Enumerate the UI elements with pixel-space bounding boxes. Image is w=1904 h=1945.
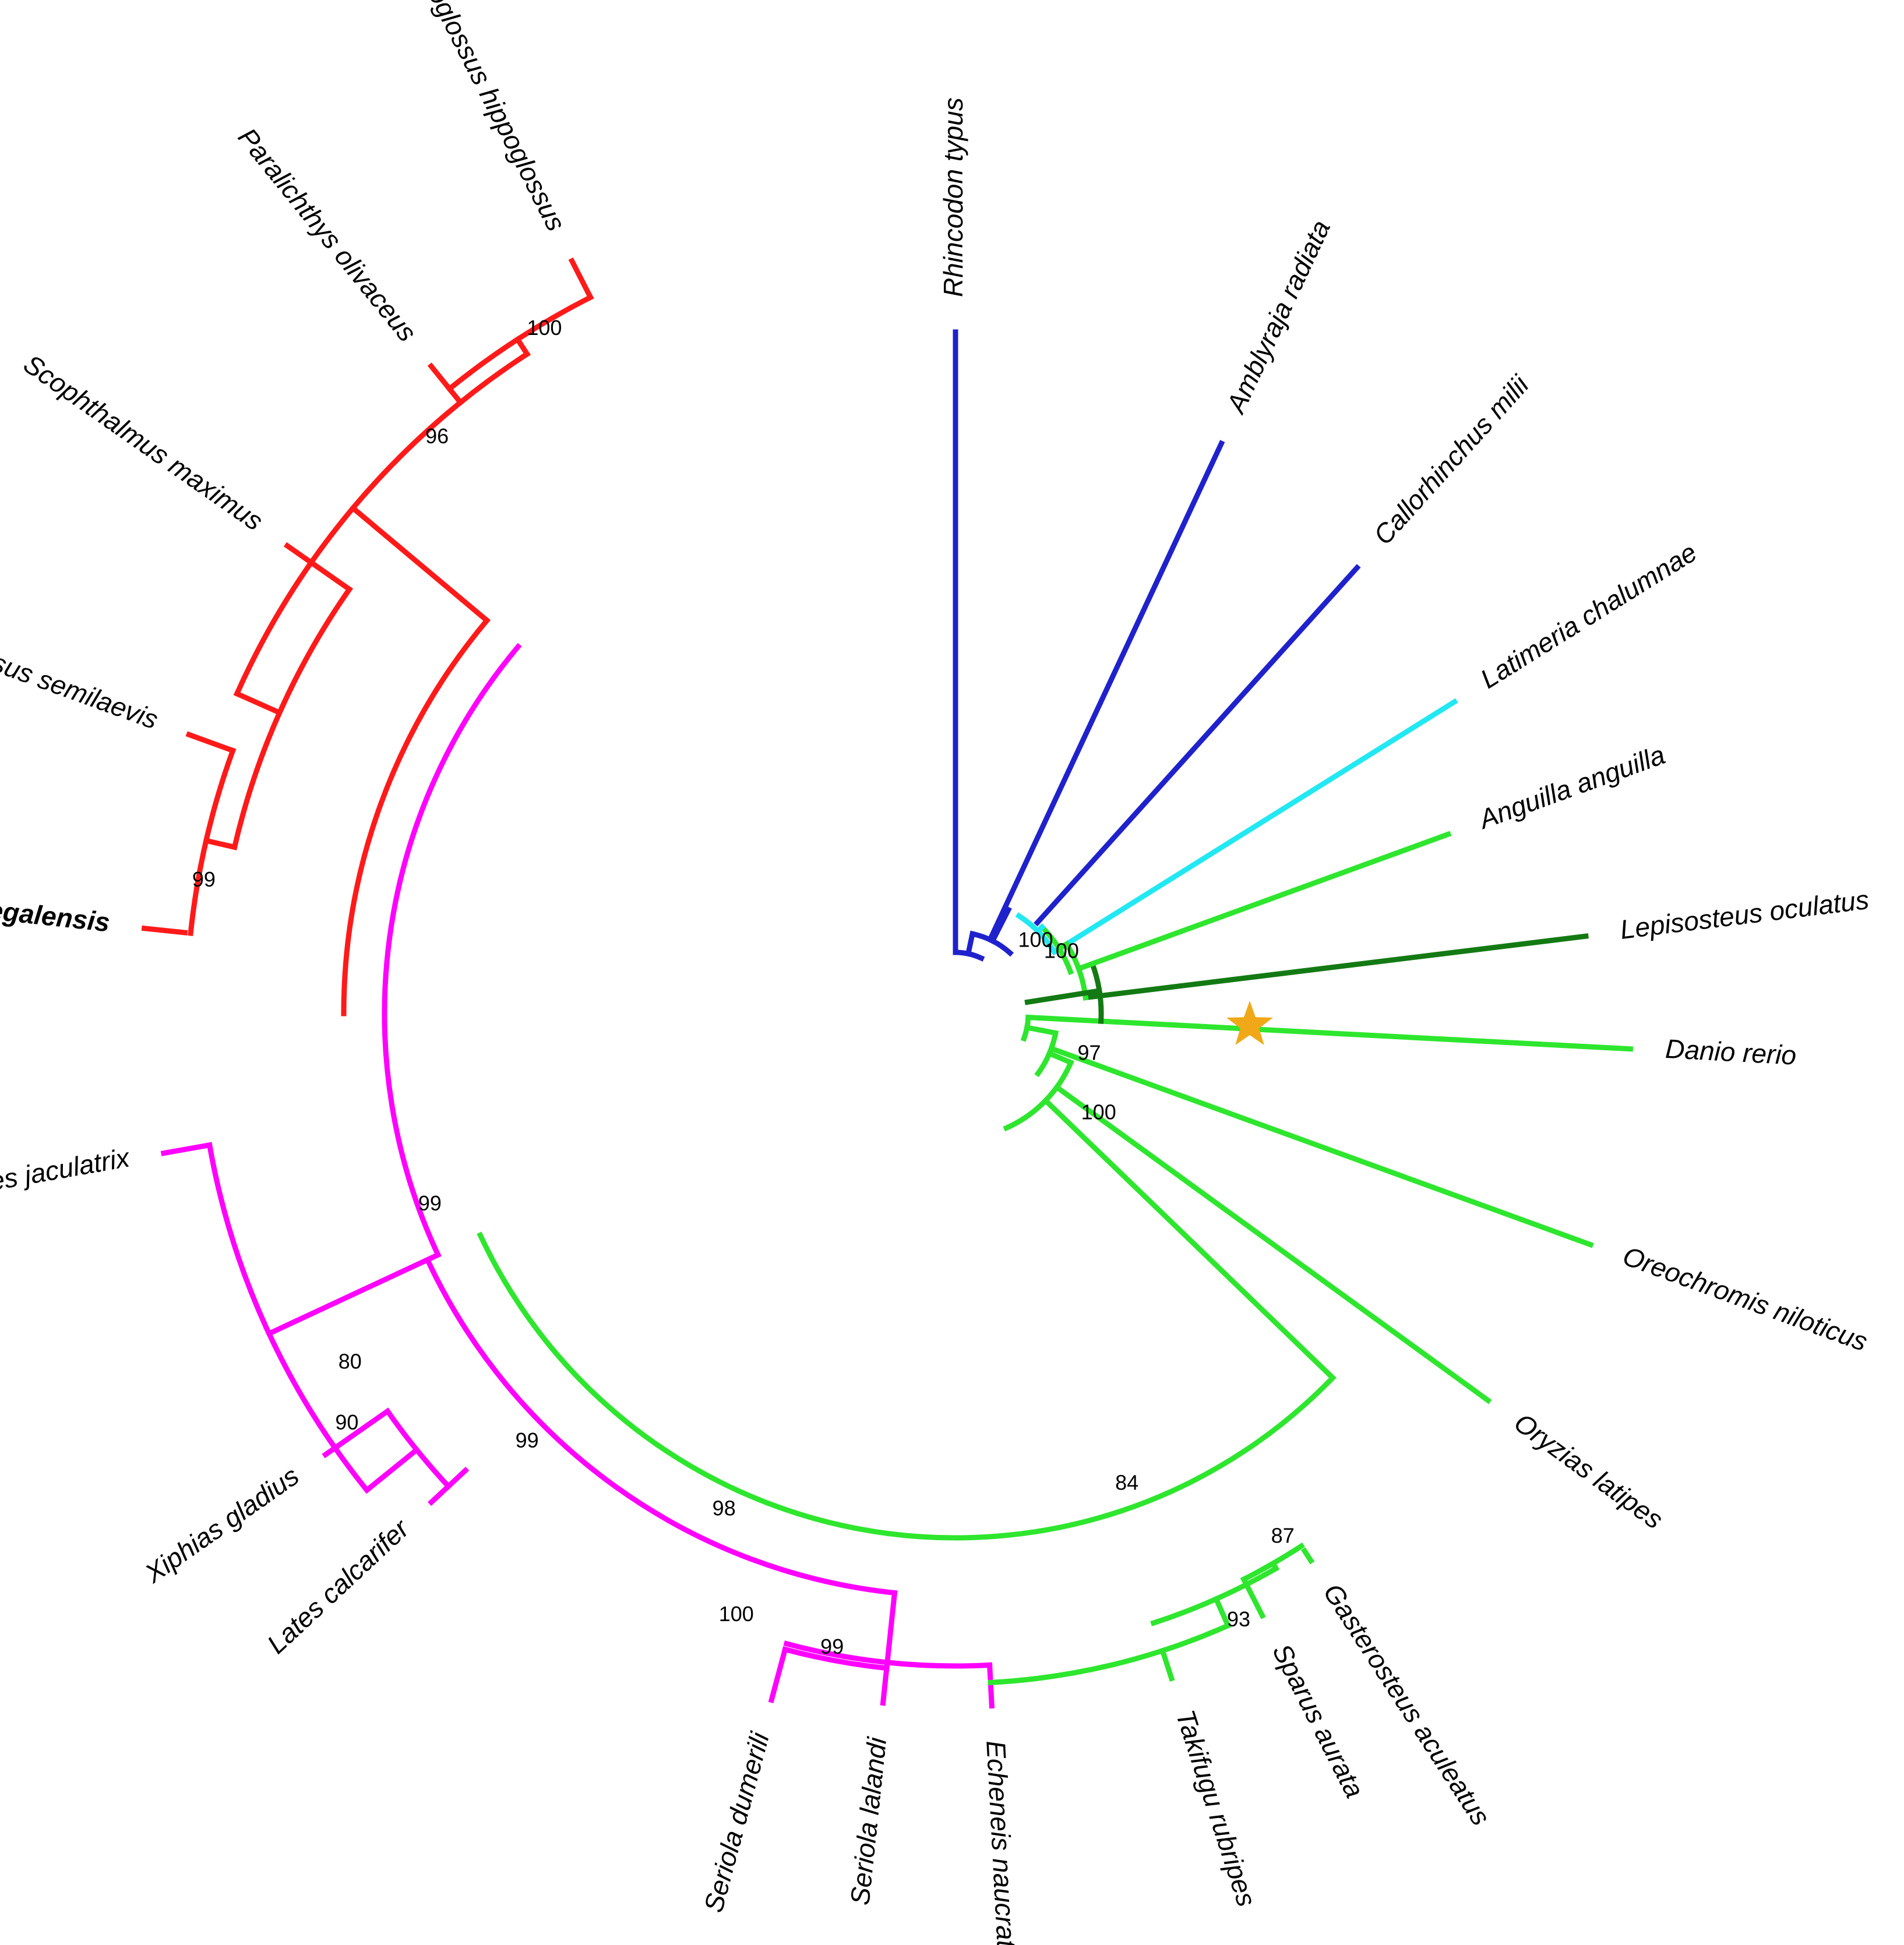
clade-stem [989, 906, 1012, 945]
clade-connector [1150, 1565, 1280, 1626]
branch-toxotes-jaculatrix [160, 1142, 213, 1156]
clade-connector [231, 585, 353, 850]
clade-stem [1034, 923, 1046, 935]
bootstrap-value: 100 [1044, 939, 1079, 963]
branch-anguilla-anguilla [1089, 831, 1452, 968]
taxon-label: Paralichthys olivaceus [232, 122, 423, 347]
clade-stem [1075, 960, 1096, 972]
clade-connector [477, 1231, 1337, 1541]
clade-connector [341, 616, 491, 1016]
clade-stem [1046, 1050, 1074, 1066]
clade-stem [363, 1446, 421, 1494]
taxon-label: Echeneis naucrates [981, 1740, 1023, 1945]
bootstrap-value: 98 [713, 1496, 736, 1520]
branch-amblyraja-radiata [986, 440, 1225, 944]
clade-connector [424, 1256, 898, 1596]
taxon-label: Latimeria chalumnae [1475, 536, 1702, 694]
taxon-label: Rhincodon typus [938, 97, 968, 297]
clade-stem [1024, 987, 1103, 1005]
branch-seriola-dumerili [768, 1646, 789, 1703]
clade-stem [965, 930, 976, 957]
bootstrap-value: 99 [820, 1635, 844, 1658]
taxon-label: Cynoglossus semilaevis [0, 609, 162, 735]
taxon-label: Seriola dumerili [698, 1728, 775, 1915]
clade-connector [988, 1622, 1232, 1686]
bootstrap-value: 84 [1115, 1471, 1138, 1495]
tree-branches [141, 257, 1634, 1709]
branch-echeneis-naucrates [986, 1662, 995, 1709]
branch-solea-senegalensis [141, 925, 188, 936]
branch-paralichthys-olivaceus [427, 362, 464, 407]
branch-lepisosteus-oculatus [1083, 933, 1589, 1001]
taxon-label: Sparus aurata [1267, 1639, 1370, 1802]
taxon-label: Takifugu rubripes [1170, 1706, 1262, 1910]
clade-stem [1042, 1097, 1337, 1382]
branch-danio-rerio [1025, 1014, 1634, 1052]
branch-cynoglossus-semilaevis [185, 731, 237, 754]
clade-connector [206, 1142, 371, 1494]
branch-oreochromis-niloticus [1048, 1045, 1594, 1248]
bootstrap-value: 80 [339, 1350, 362, 1374]
branch-latimeria-chalumnae [1050, 698, 1458, 956]
branch-callorhinchus-milii [1034, 564, 1361, 927]
branch-oryzias-latipes [1053, 1083, 1492, 1404]
clade-stem [1024, 1024, 1059, 1036]
branch-gasterosteus-aculeatus [1300, 1547, 1315, 1565]
taxon-label: Oryzias latipes [1509, 1407, 1669, 1534]
branch-hippoglossus-hippoglossus [568, 257, 594, 301]
taxon-label: Danio rerio [1665, 1033, 1797, 1071]
taxon-label: Callorhinchus milii [1367, 369, 1535, 550]
bootstrap-value: 100 [1018, 928, 1053, 952]
star-icon [1226, 1001, 1273, 1045]
taxon-label: Lates calcarifer [261, 1513, 415, 1660]
clade-connector [382, 643, 522, 1259]
bootstrap-value: 100 [719, 1602, 754, 1626]
clade-stem [233, 690, 283, 716]
taxon-label: Solea senegalensis [0, 881, 111, 937]
bootstrap-value: 99 [418, 1191, 442, 1215]
clade-stem [349, 504, 491, 624]
taxon-label: Xiphias gladius [139, 1460, 304, 1589]
taxon-label: Lepisosteus oculatus [1619, 884, 1871, 945]
taxon-label: Toxotes jaculatrix [0, 1142, 133, 1208]
clade-connector [781, 1646, 890, 1671]
bootstrap-value: 93 [1227, 1607, 1250, 1631]
bootstrap-value: 99 [192, 867, 216, 891]
branch-takifugu-rubripes [1159, 1647, 1175, 1682]
taxon-label: Seriola lalandi [844, 1735, 892, 1907]
clade-stem [1212, 1595, 1232, 1629]
taxon-label: Oreochromis niloticus [1619, 1240, 1871, 1357]
bootstrap-value: 90 [335, 1410, 358, 1434]
bootstrap-value: 99 [516, 1428, 539, 1452]
clade-stem [883, 1590, 898, 1671]
clade-stem [1269, 1559, 1280, 1572]
bootstrap-value: 87 [1271, 1523, 1295, 1547]
bootstrap-value: 96 [425, 424, 449, 448]
bootstrap-value: 100 [1081, 1100, 1116, 1124]
taxon-label: Hippoglossus hippoglossus [397, 0, 572, 236]
clade-stem [1055, 940, 1070, 952]
bootstrap-value: 97 [1077, 1041, 1101, 1065]
clade-stem [265, 1251, 442, 1337]
clade-stem [203, 837, 238, 850]
taxon-label: Amblyraja radiata [1219, 216, 1336, 419]
clade-connector [233, 350, 531, 697]
taxon-label: Anguilla anguilla [1473, 739, 1669, 835]
clade-stem [514, 336, 531, 358]
branch-scophthalmus-maximus [283, 542, 353, 593]
bootstrap-value: 100 [527, 316, 562, 340]
taxon-label: Scophthalmus maximus [18, 348, 269, 536]
